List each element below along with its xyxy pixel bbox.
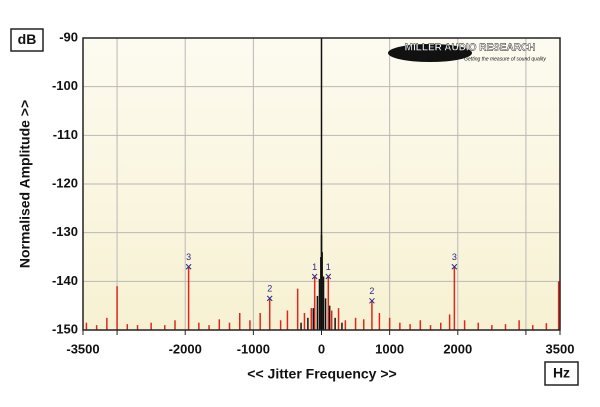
brand: MILLER AUDIO RESEARCH [405,43,536,54]
peak-label: 3 [452,252,457,262]
peak-marker [266,295,273,302]
peak-marker [369,297,375,304]
y-tick-label: -130 [52,224,78,239]
x-tick-label: 0 [318,341,325,356]
x-tick-label: 1000 [375,341,404,356]
peak-label: 1 [312,262,317,272]
peak-label: 2 [369,286,374,296]
tagline: Getting the measure of sound quality [464,56,546,62]
peak-label: 3 [186,252,191,262]
x-tick-label: -2000 [169,341,202,356]
y-tick-label: -150 [52,321,78,336]
logo-shape [388,44,472,62]
peak-marker [311,273,318,280]
peak-marker [451,263,458,270]
peak-label: 1 [326,262,331,272]
x-axis-label: << Jitter Frequency >> [247,366,396,382]
peak-marker [185,263,192,270]
peak-label: 2 [267,284,272,294]
x-unit: Hz [553,365,570,381]
y-tick-label: -140 [52,273,78,288]
peak-marker [325,273,332,280]
x-tick-label: 2000 [443,341,472,356]
unit-box [544,361,579,386]
y-tick-label: -100 [52,78,78,93]
x-tick-label: -3500 [66,341,99,356]
y-unit: dB [18,31,37,47]
x-tick-label: -1000 [237,341,270,356]
y-axis-label: Normalised Amplitude >> [17,100,33,268]
x-tick-label: 3500 [546,341,575,356]
y-tick-label: -110 [53,127,78,142]
unit-box [10,28,44,52]
y-tick-label: -90 [59,29,78,44]
y-tick-label: -120 [52,175,78,190]
